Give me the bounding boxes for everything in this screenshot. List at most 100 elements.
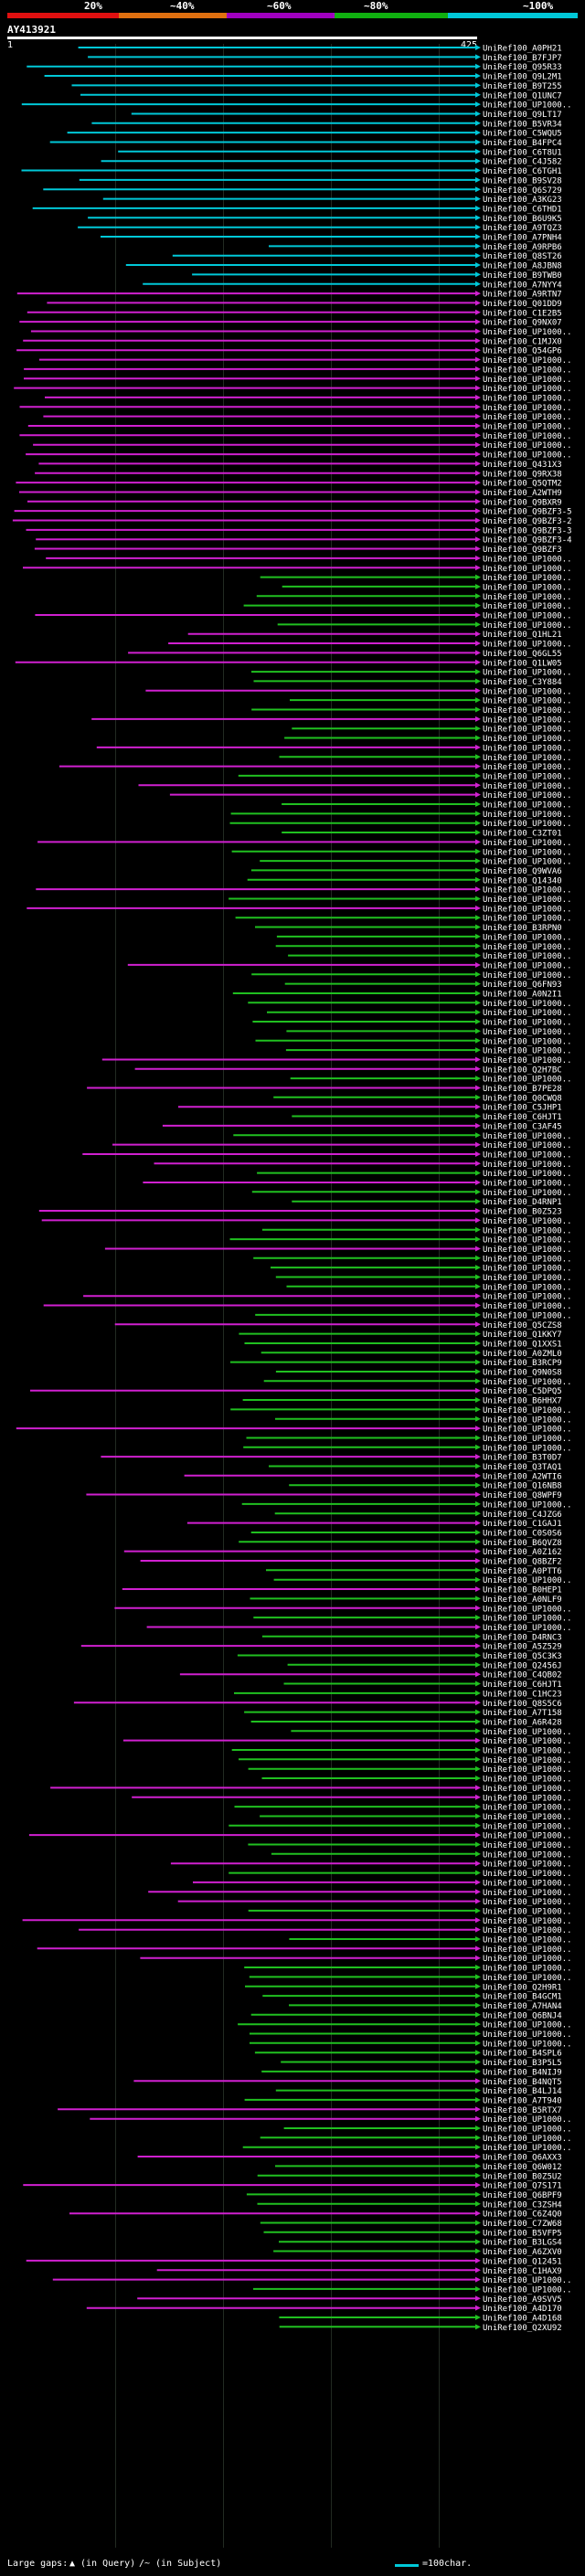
hit-label: UniRef100_UP1000.. — [483, 593, 572, 602]
hit-label: UniRef100_UP1000.. — [483, 1076, 572, 1085]
hit-label: UniRef100_UP1000.. — [483, 1302, 572, 1311]
hit-label: UniRef100_UP1000.. — [483, 2276, 572, 2285]
hit-arrow-icon — [475, 376, 481, 382]
hit-arrow-icon — [475, 526, 481, 533]
hit-arrow-icon — [475, 1491, 481, 1498]
hit-arrow-icon — [475, 394, 481, 400]
hit-arrow-icon — [475, 1643, 481, 1649]
hit-label: UniRef100_A7HAN4 — [483, 2002, 562, 2011]
hit-arrow-icon — [475, 830, 481, 836]
hit-arrow-icon — [475, 848, 481, 854]
hit-arrow-icon — [475, 811, 481, 817]
hit-arrow-icon — [475, 224, 481, 230]
hit-arrow-icon — [475, 1671, 481, 1678]
hit-label: UniRef100_Q1LW05 — [483, 659, 562, 668]
hit-arrow-icon — [475, 687, 481, 694]
hit-arrow-icon — [475, 2030, 481, 2037]
hit-arrow-icon — [475, 196, 481, 202]
hit-label: UniRef100_C1GAJ1 — [483, 1520, 562, 1529]
hit-arrow-icon — [475, 744, 481, 750]
hit-label: UniRef100_A2WTH9 — [483, 489, 562, 498]
hit-label: UniRef100_UP1000.. — [483, 1737, 572, 1746]
hit-label: UniRef100_UP1000.. — [483, 2030, 572, 2040]
hit-label: UniRef100_UP1000.. — [483, 1217, 572, 1226]
hit-arrow-icon — [475, 583, 481, 589]
color-band-orange — [119, 13, 227, 18]
hit-label: UniRef100_UP1000.. — [483, 376, 572, 385]
hit-arrow-icon — [475, 1104, 481, 1110]
hit-label: UniRef100_Q9BZF3-5 — [483, 508, 572, 517]
hit-label: UniRef100_UP1000.. — [483, 1889, 572, 1898]
hit-arrow-icon — [475, 1122, 481, 1129]
hit-label: UniRef100_UP1000.. — [483, 1898, 572, 1907]
hit-arrow-icon — [475, 517, 481, 524]
hit-arrow-icon — [475, 2324, 481, 2330]
hit-label: UniRef100_UP1000.. — [483, 1265, 572, 1274]
hit-label: UniRef100_UP1000.. — [483, 101, 572, 111]
hit-arrow-icon — [475, 735, 481, 741]
hit-arrow-icon — [475, 612, 481, 618]
hit-arrow-icon — [475, 2002, 481, 2009]
hit-label: UniRef100_Q2H9R1 — [483, 1983, 562, 1992]
hit-label: UniRef100_UP1000.. — [483, 423, 572, 432]
hit-label: UniRef100_Q9WVA6 — [483, 867, 562, 876]
hit-label: UniRef100_UP1000.. — [483, 602, 572, 611]
color-band-red — [7, 13, 119, 18]
hit-arrow-icon — [475, 1624, 481, 1630]
hit-label: UniRef100_A0Z162 — [483, 1548, 562, 1557]
hit-arrow-icon — [475, 1539, 481, 1545]
scale-swatch — [395, 2564, 419, 2567]
hit-label: UniRef100_Q9BZF3-4 — [483, 536, 572, 546]
hit-arrow-icon — [475, 1065, 481, 1072]
hit-label: UniRef100_UP1000.. — [483, 1047, 572, 1056]
hit-label: UniRef100_Q9BZF3 — [483, 546, 562, 555]
color-band-green — [335, 13, 448, 18]
hit-arrow-icon — [475, 480, 481, 486]
hit-arrow-icon — [475, 1161, 481, 1167]
hit-arrow-icon — [475, 2295, 481, 2302]
hit-arrow-icon — [475, 2087, 481, 2094]
hit-arrow-icon — [475, 291, 481, 297]
hit-label: UniRef100_UP1000.. — [483, 687, 572, 696]
hit-label: UniRef100_D4RNP1 — [483, 1198, 562, 1207]
hit-label: UniRef100_UP1000.. — [483, 1293, 572, 1302]
hit-label: UniRef100_UP1000.. — [483, 1037, 572, 1046]
hit-arrow-icon — [475, 54, 481, 60]
hit-arrow-icon — [475, 1321, 481, 1328]
hit-label: UniRef100_B3RCP9 — [483, 1359, 562, 1368]
hit-label: UniRef100_C1HC23 — [483, 1690, 562, 1699]
hit-label: UniRef100_Q54GP6 — [483, 347, 562, 356]
hit-arrow-icon — [475, 271, 481, 278]
percent-label-80: ~80% — [364, 0, 388, 12]
hit-arrow-icon — [475, 1841, 481, 1848]
hit-arrow-icon — [475, 111, 481, 117]
hit-arrow-icon — [475, 1615, 481, 1621]
hit-label: UniRef100_UP1000.. — [483, 1765, 572, 1775]
hit-label: UniRef100_UP1000.. — [483, 2021, 572, 2030]
hit-arrow-icon — [475, 933, 481, 939]
hit-label: UniRef100_Q3TAQ1 — [483, 1463, 562, 1472]
hit-label: UniRef100_A7PNH4 — [483, 234, 562, 243]
hit-arrow-icon — [475, 1983, 481, 1989]
hit-label: UniRef100_UP1000.. — [483, 1000, 572, 1009]
hit-label: UniRef100_Q0CWQ8 — [483, 1094, 562, 1103]
hit-label: UniRef100_UP1000.. — [483, 583, 572, 592]
hit-arrow-icon — [475, 1605, 481, 1611]
hit-label: UniRef100_A9SVV5 — [483, 2295, 562, 2305]
hit-arrow-icon — [475, 1690, 481, 1696]
hit-label: UniRef100_B4NIJ9 — [483, 2068, 562, 2077]
hit-label: UniRef100_UP1000.. — [483, 441, 572, 451]
hit-arrow-icon — [475, 1246, 481, 1252]
hit-label: UniRef100_C4QB02 — [483, 1671, 562, 1680]
hit-arrow-icon — [475, 2135, 481, 2141]
hit-arrow-icon — [475, 1785, 481, 1791]
hit-label: UniRef100_C3AF45 — [483, 1122, 562, 1131]
hit-arrow-icon — [475, 385, 481, 391]
hit-arrow-icon — [475, 356, 481, 363]
hit-label: UniRef100_UP1000.. — [483, 1860, 572, 1870]
hit-label: UniRef100_C5DPQ5 — [483, 1387, 562, 1396]
color-band-cyan — [448, 13, 578, 18]
hit-label: UniRef100_B5RTX7 — [483, 2106, 562, 2115]
hit-label: UniRef100_Q2H7BC — [483, 1065, 562, 1075]
